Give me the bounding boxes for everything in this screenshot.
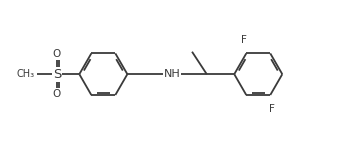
Text: F: F	[269, 104, 275, 113]
Text: NH: NH	[163, 69, 180, 79]
Text: F: F	[241, 35, 247, 45]
Text: O: O	[53, 49, 61, 59]
Text: CH₃: CH₃	[16, 69, 34, 79]
Text: S: S	[52, 68, 61, 81]
Text: O: O	[53, 89, 61, 99]
